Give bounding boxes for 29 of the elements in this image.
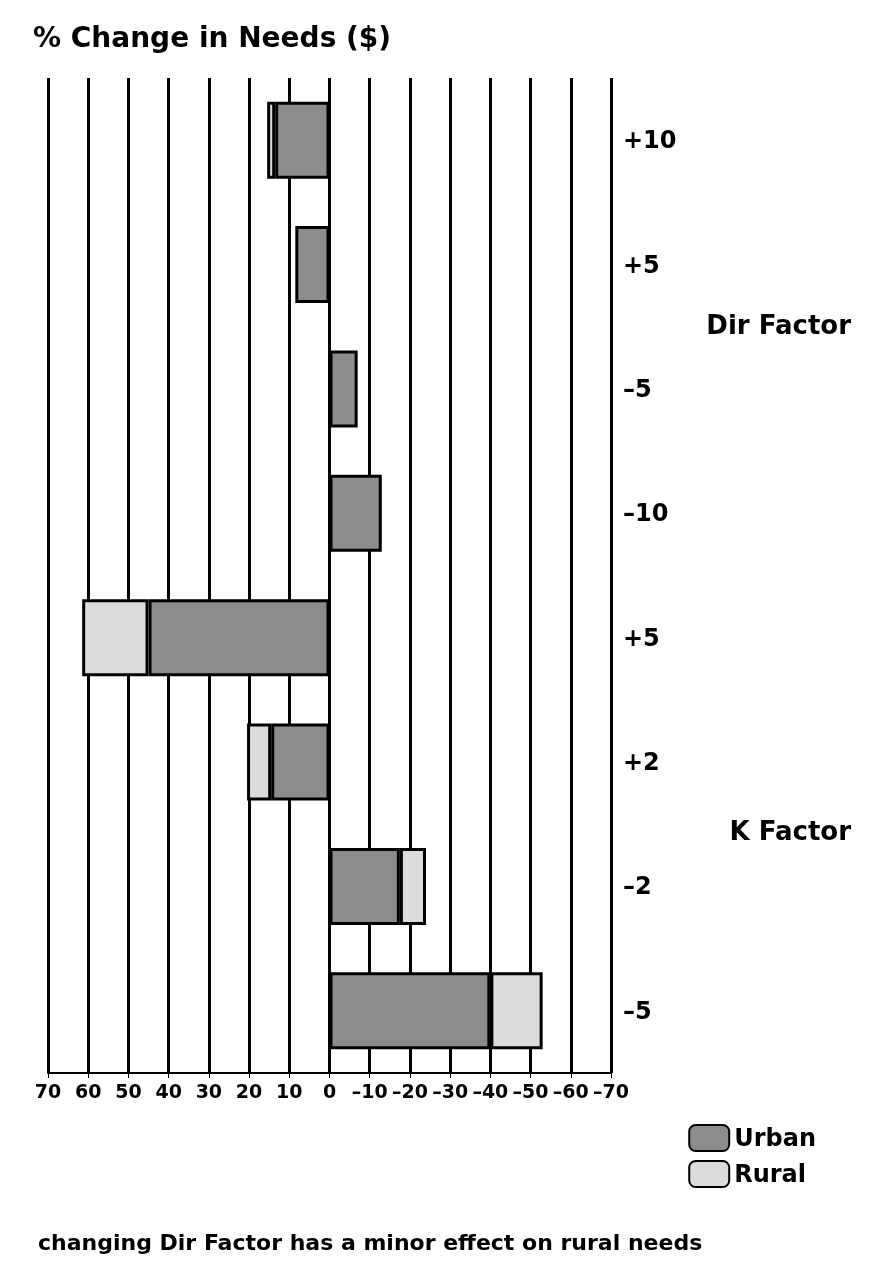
x-tick-label: 20 <box>235 1079 263 1102</box>
x-tick-label: 70 <box>34 1079 62 1102</box>
text: K Factor <box>729 815 852 846</box>
x-tick-label: 60 <box>74 1079 102 1102</box>
x-tick-label: 0 <box>322 1079 337 1102</box>
x-tick-label: 10 <box>276 1079 303 1102</box>
text: Dir Factor <box>706 309 852 340</box>
y-tick-label: –2 <box>623 872 652 901</box>
y-tick-label: +5 <box>623 250 660 279</box>
y-tick-label: +10 <box>623 126 677 155</box>
x-tick-label: 30 <box>195 1079 223 1102</box>
x-tick-label: 50 <box>115 1079 142 1102</box>
x-tick-label: –50 <box>512 1079 549 1102</box>
text: changing Dir Factor has a minor effect on rural needs <box>38 1229 703 1255</box>
y-tick-label: –10 <box>623 499 669 528</box>
legend-label: Urban <box>734 1124 817 1152</box>
y-tick-label: +2 <box>623 748 660 777</box>
x-tick-label: –70 <box>593 1079 629 1102</box>
y-tick-label: –5 <box>623 996 652 1025</box>
x-tick-label: –30 <box>432 1079 469 1102</box>
x-tick-label: 40 <box>155 1079 182 1102</box>
y-tick-label: –5 <box>623 374 652 403</box>
chart-title: % Change in Needs ($) <box>33 20 392 54</box>
x-tick-label: –20 <box>391 1079 428 1102</box>
y-tick-label: +5 <box>623 623 660 652</box>
legend-label: Rural <box>734 1160 807 1188</box>
x-tick-label: –10 <box>351 1079 388 1102</box>
x-tick-label: –40 <box>472 1079 509 1102</box>
x-tick-label: –60 <box>552 1079 589 1102</box>
